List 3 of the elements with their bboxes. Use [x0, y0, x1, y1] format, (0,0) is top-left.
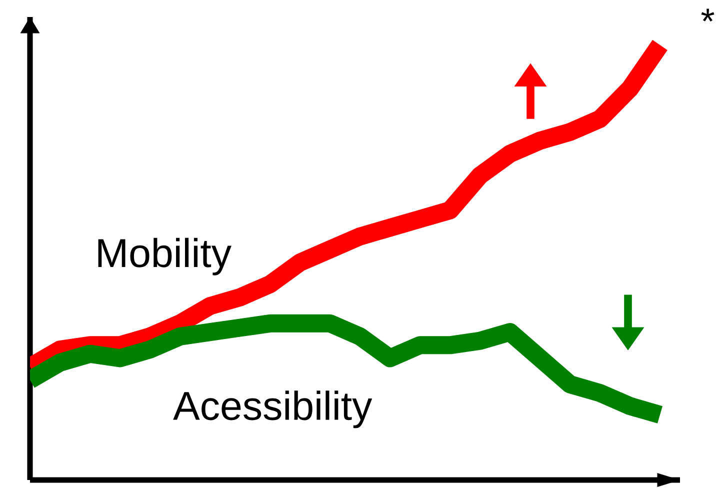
series-label: Acessibility	[173, 390, 372, 428]
series-label: Mobility	[98, 238, 232, 276]
text: *	[701, 8, 714, 22]
